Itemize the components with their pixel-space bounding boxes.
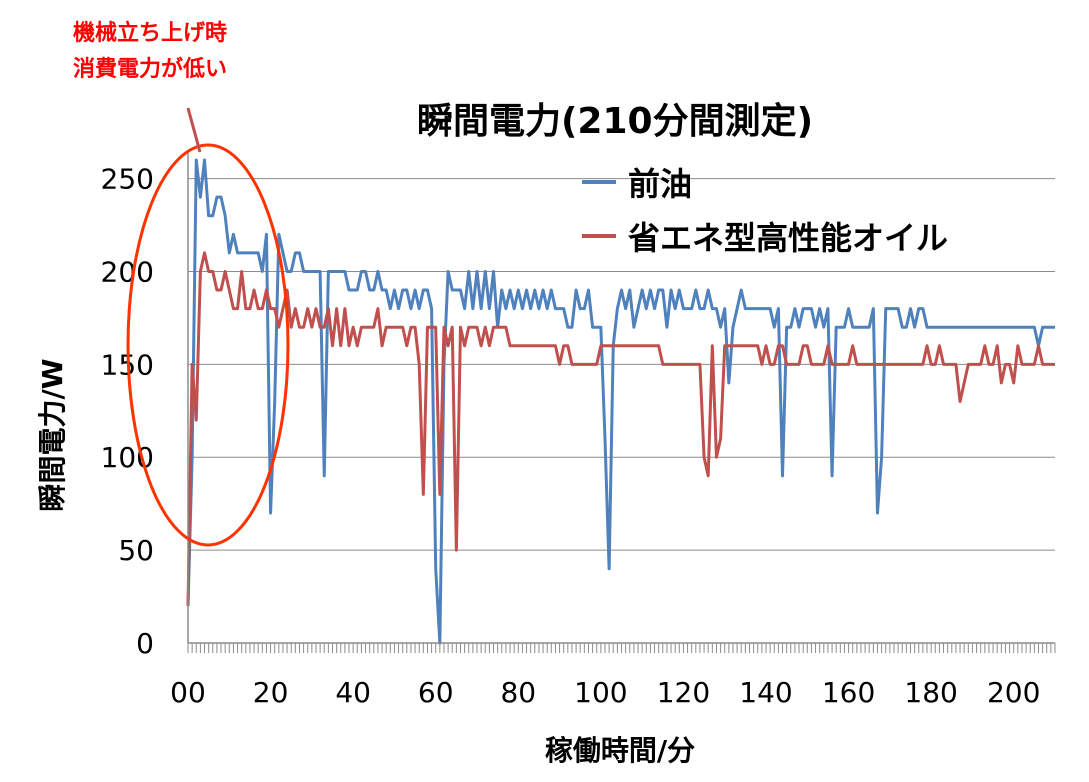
series-line-0	[186, 158, 1055, 645]
y-axis-title: 瞬間電力/W	[36, 358, 69, 511]
annotation-ellipse	[126, 143, 290, 547]
x-tick-label-40: 40	[335, 676, 371, 709]
x-tick-label-80: 80	[500, 676, 536, 709]
x-minor-tick-marks	[187, 643, 1056, 653]
x-tick-label-60: 60	[418, 676, 454, 709]
x-tick-label-20: 20	[253, 676, 289, 709]
y-tick-label-50: 50	[118, 534, 154, 567]
x-axis-title: 稼働時間/分	[545, 734, 695, 767]
x-tick-label-200: 200	[987, 676, 1040, 709]
x-tick-label-0: 00	[170, 676, 206, 709]
x-tick-label-160: 160	[822, 676, 875, 709]
series-line-1	[186, 251, 1055, 606]
x-tick-label-120: 120	[657, 676, 710, 709]
y-tick-label-200: 200	[101, 255, 154, 288]
y-tick-label-250: 250	[101, 163, 154, 196]
series-lines	[186, 158, 1055, 645]
legend: 前油 省エネ型高性能オイル	[582, 165, 948, 257]
annotation-line-2: 消費電力が低い	[72, 57, 227, 82]
x-tick-label-100: 100	[574, 676, 627, 709]
x-minor-ticks	[187, 643, 1056, 653]
legend-label-eco-oil: 省エネ型高性能オイル	[628, 219, 948, 257]
x-tick-label-180: 180	[904, 676, 957, 709]
chart-title: 瞬間電力(210分間測定)	[417, 101, 813, 142]
annotation-pointer	[186, 107, 202, 153]
x-tick-label-140: 140	[739, 676, 792, 709]
x-tick-labels: 00 20 40 60 80 100 120 140 160 180 200	[170, 676, 1040, 709]
y-tick-label-0: 0	[136, 627, 154, 660]
annotation-line-1: 機械立ち上げ時	[72, 21, 227, 46]
legend-label-old-oil: 前油	[628, 165, 692, 203]
